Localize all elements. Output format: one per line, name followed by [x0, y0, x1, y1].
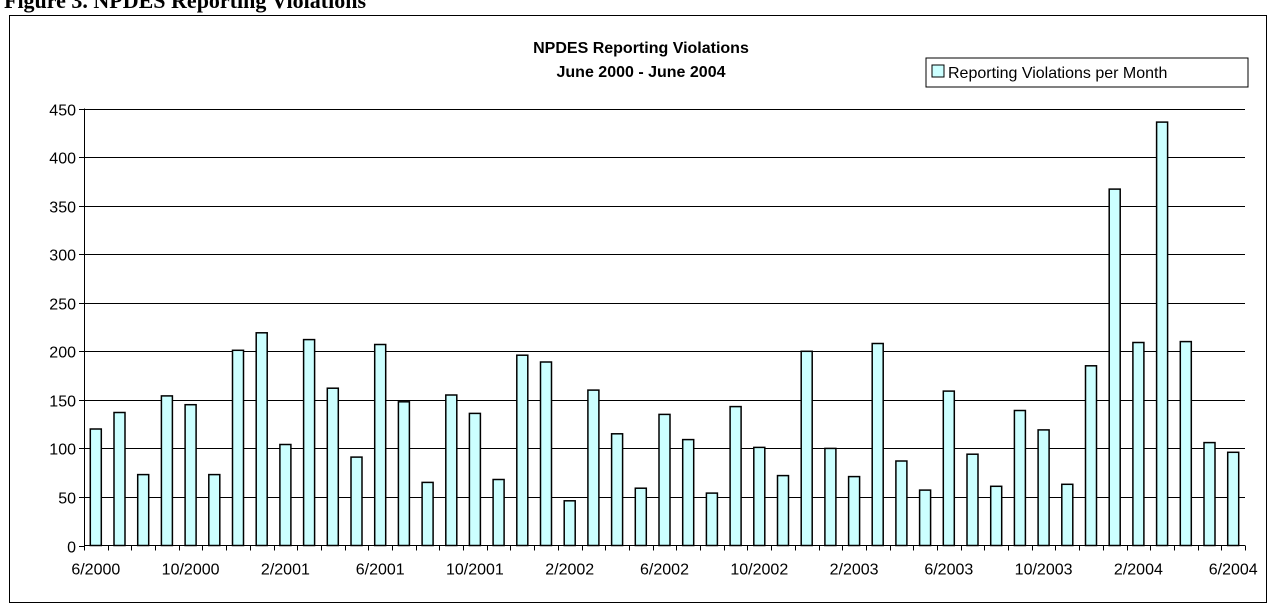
y-tick-label: 150: [49, 394, 76, 411]
bar: [421, 481, 434, 547]
bar: [492, 478, 505, 547]
bar: [1108, 188, 1121, 547]
x-tick-label: 6/2003: [924, 562, 973, 579]
bar: [989, 485, 1003, 547]
bar: [1203, 441, 1216, 547]
bar: [942, 390, 956, 547]
bar: [1084, 365, 1098, 547]
legend-box: [925, 57, 1249, 88]
bar: [160, 395, 174, 547]
bar: [231, 349, 245, 547]
x-tick-label: 6/2004: [1209, 562, 1258, 579]
bar: [776, 474, 790, 547]
x-tick-label: 2/2004: [1114, 562, 1163, 579]
bar: [1013, 409, 1027, 547]
bar: [966, 453, 979, 547]
x-tick-label: 6/2001: [356, 562, 405, 579]
legend-label: Reporting Violations per Month: [948, 65, 1167, 82]
x-axis-ticks: 6/2000 10/2000 2/2001 6/2001 10/2001 2/2002 6/…: [71, 545, 1258, 579]
bar: [563, 500, 576, 547]
bar: [705, 492, 719, 547]
bar: [302, 338, 316, 547]
bar: [800, 350, 813, 547]
bar: [681, 438, 695, 547]
x-tick-label: 2/2003: [830, 562, 879, 579]
bar: [373, 343, 387, 547]
bar: [136, 473, 150, 547]
y-tick-label: 450: [49, 103, 76, 120]
bar: [895, 460, 908, 547]
bar: [753, 446, 766, 547]
bar: [397, 401, 411, 547]
y-axis-ticks: 0 50 100 150 200 250 300 350 400 450: [49, 103, 84, 557]
page-heading: Figure 3. NPDES Reporting Violations: [4, 0, 367, 13]
x-tick-label: 6/2002: [640, 562, 689, 579]
bar: [634, 487, 648, 547]
x-tick-label: 10/2000: [162, 562, 220, 579]
chart-subtitle: June 2000 - June 2004: [557, 64, 726, 81]
y-tick-label: 300: [49, 248, 76, 265]
bar: [610, 433, 624, 547]
bar: [1132, 341, 1145, 547]
bar: [255, 332, 268, 547]
axes: [84, 108, 1245, 546]
bar: [326, 387, 340, 547]
bar: [1061, 483, 1074, 547]
bar: [350, 456, 363, 547]
bar: [824, 447, 837, 547]
bar: [1179, 340, 1193, 547]
y-tick-label: 50: [58, 491, 76, 508]
bar: [587, 389, 600, 547]
bar: [445, 394, 458, 547]
x-tick-label: 10/2002: [730, 562, 788, 579]
bar: [847, 475, 861, 547]
x-tick-label: 10/2003: [1015, 562, 1073, 579]
bar: [918, 489, 932, 547]
bar: [208, 473, 221, 547]
bar: [729, 405, 742, 547]
bar: [89, 428, 103, 547]
bar: [279, 443, 292, 547]
x-tick-label: 2/2002: [545, 562, 594, 579]
x-tick-label: 6/2000: [71, 562, 120, 579]
bar: [871, 342, 884, 547]
bar: [1226, 451, 1240, 547]
x-tick-label: 10/2001: [446, 562, 504, 579]
legend-swatch: [931, 64, 945, 78]
y-tick-label: 0: [67, 540, 76, 557]
legend: Reporting Violations per Month: [925, 57, 1249, 88]
bar: [113, 411, 126, 547]
bar: [184, 403, 197, 547]
bar: [1155, 121, 1169, 547]
y-tick-label: 250: [49, 297, 76, 314]
bar: [658, 413, 671, 547]
bar: [539, 361, 553, 547]
y-tick-label: 100: [49, 442, 76, 459]
chart-title: NPDES Reporting Violations: [533, 40, 749, 57]
bar: [1037, 429, 1050, 547]
x-tick-label: 2/2001: [261, 562, 310, 579]
bars: [89, 121, 1240, 547]
gridlines: [84, 109, 1245, 498]
y-tick-label: 350: [49, 200, 76, 217]
y-tick-label: 400: [49, 151, 76, 168]
y-tick-label: 200: [49, 345, 76, 362]
bar: [516, 354, 529, 547]
bar: [468, 412, 482, 547]
